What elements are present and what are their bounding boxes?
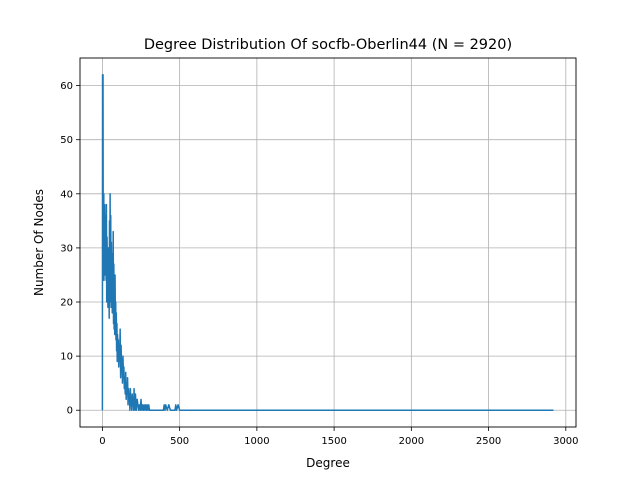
plot-area [101, 74, 554, 411]
degree-series-line [101, 74, 554, 411]
y-tick-label: 10 [60, 352, 73, 363]
ticks: 0 500 1000 1500 2000 2500 3000 0 10 20 30 40 50 60 [60, 81, 578, 447]
x-tick-label: 2500 [476, 436, 501, 447]
x-tick-label: 1500 [321, 436, 346, 447]
y-axis-label: Number Of Nodes [32, 189, 46, 296]
y-tick-label: 40 [60, 189, 73, 200]
grid [80, 58, 576, 427]
x-tick-label: 500 [170, 436, 189, 447]
x-axis-label: Degree [306, 456, 350, 470]
x-tick-label: 0 [99, 436, 105, 447]
y-tick-label: 20 [60, 298, 73, 309]
x-tick-label: 2000 [399, 436, 424, 447]
x-tick-label: 1000 [244, 436, 269, 447]
y-tick-label: 30 [60, 243, 73, 254]
y-tick-label: 0 [67, 406, 73, 417]
y-tick-label: 60 [60, 81, 73, 92]
y-tick-label: 50 [60, 135, 73, 146]
x-tick-label: 3000 [553, 436, 578, 447]
chart-title: Degree Distribution Of socfb-Oberlin44 (… [144, 37, 512, 53]
axes-frame [79, 57, 577, 428]
